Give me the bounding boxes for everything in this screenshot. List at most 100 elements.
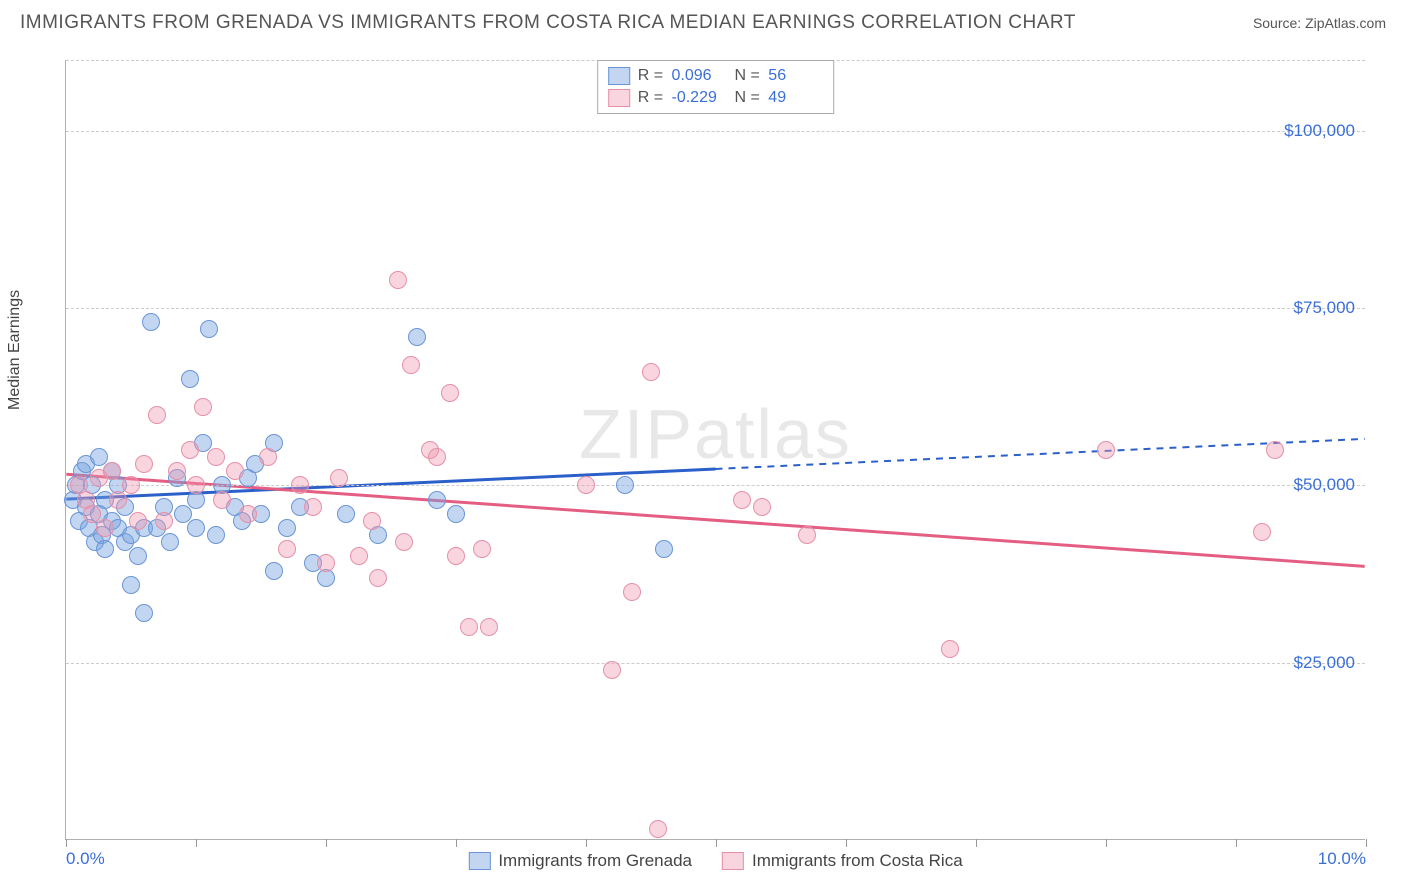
n-value: 56 xyxy=(768,67,823,85)
x-tick xyxy=(586,839,587,847)
data-point-costarica xyxy=(649,820,667,838)
data-point-costarica xyxy=(122,476,140,494)
data-point-costarica xyxy=(213,491,231,509)
data-point-costarica xyxy=(259,448,277,466)
data-point-grenada xyxy=(122,576,140,594)
x-tick xyxy=(716,839,717,847)
data-point-costarica xyxy=(1266,441,1284,459)
data-point-costarica xyxy=(1253,523,1271,541)
data-point-grenada xyxy=(135,604,153,622)
r-value: 0.096 xyxy=(672,67,727,85)
data-point-costarica xyxy=(291,476,309,494)
data-point-grenada xyxy=(129,547,147,565)
data-point-costarica xyxy=(168,462,186,480)
chart-title: IMMIGRANTS FROM GRENADA VS IMMIGRANTS FR… xyxy=(20,12,1076,34)
gridline xyxy=(66,308,1365,309)
data-point-grenada xyxy=(428,491,446,509)
x-tick-label: 0.0% xyxy=(66,849,105,869)
data-point-costarica xyxy=(1097,441,1115,459)
data-point-grenada xyxy=(408,328,426,346)
legend-swatch xyxy=(468,852,490,870)
data-point-costarica xyxy=(447,547,465,565)
data-point-costarica xyxy=(603,661,621,679)
x-tick xyxy=(846,839,847,847)
n-value: 49 xyxy=(768,89,823,107)
gridline xyxy=(66,663,1365,664)
legend-swatch xyxy=(608,67,630,85)
data-point-costarica xyxy=(187,476,205,494)
data-point-costarica xyxy=(194,398,212,416)
legend-swatch xyxy=(608,89,630,107)
source-label: Source: ZipAtlas.com xyxy=(1253,15,1386,31)
x-tick xyxy=(1106,839,1107,847)
watermark: ZIPatlas xyxy=(579,394,852,474)
data-point-costarica xyxy=(642,363,660,381)
x-tick xyxy=(456,839,457,847)
y-tick-label: $75,000 xyxy=(1294,298,1355,318)
data-point-grenada xyxy=(200,320,218,338)
data-point-grenada xyxy=(265,562,283,580)
data-point-costarica xyxy=(480,618,498,636)
data-point-costarica xyxy=(623,583,641,601)
data-point-costarica xyxy=(363,512,381,530)
data-point-grenada xyxy=(337,505,355,523)
x-tick xyxy=(1236,839,1237,847)
data-point-costarica xyxy=(441,384,459,402)
y-tick-label: $25,000 xyxy=(1294,653,1355,673)
legend-item-costarica: Immigrants from Costa Rica xyxy=(722,851,963,871)
data-point-costarica xyxy=(733,491,751,509)
legend-label: Immigrants from Grenada xyxy=(498,851,692,871)
y-tick-label: $100,000 xyxy=(1284,121,1355,141)
data-point-costarica xyxy=(103,462,121,480)
data-point-costarica xyxy=(389,271,407,289)
data-point-costarica xyxy=(941,640,959,658)
gridline xyxy=(66,485,1365,486)
data-point-grenada xyxy=(142,313,160,331)
data-point-costarica xyxy=(304,498,322,516)
gridline xyxy=(66,131,1365,132)
data-point-costarica xyxy=(350,547,368,565)
data-point-grenada xyxy=(278,519,296,537)
data-point-costarica xyxy=(109,491,127,509)
data-point-grenada xyxy=(655,540,673,558)
x-tick xyxy=(196,839,197,847)
legend-row-grenada: R = 0.096N = 56 xyxy=(604,65,828,87)
data-point-costarica xyxy=(753,498,771,516)
plot-region: ZIPatlas R = 0.096N = 56R = -0.229N = 49… xyxy=(65,60,1365,840)
data-point-costarica xyxy=(317,554,335,572)
data-point-grenada xyxy=(447,505,465,523)
data-point-costarica xyxy=(181,441,199,459)
data-point-grenada xyxy=(161,533,179,551)
data-point-grenada xyxy=(616,476,634,494)
data-point-costarica xyxy=(402,356,420,374)
data-point-costarica xyxy=(330,469,348,487)
data-point-costarica xyxy=(148,406,166,424)
y-tick-label: $50,000 xyxy=(1294,475,1355,495)
data-point-costarica xyxy=(96,519,114,537)
data-point-costarica xyxy=(428,448,446,466)
legend-label: Immigrants from Costa Rica xyxy=(752,851,963,871)
data-point-costarica xyxy=(135,455,153,473)
data-point-grenada xyxy=(181,370,199,388)
data-point-costarica xyxy=(226,462,244,480)
x-tick xyxy=(1366,839,1367,847)
data-point-costarica xyxy=(577,476,595,494)
data-point-costarica xyxy=(278,540,296,558)
legend-series: Immigrants from Grenada Immigrants from C… xyxy=(468,851,962,871)
data-point-grenada xyxy=(187,519,205,537)
data-point-costarica xyxy=(207,448,225,466)
data-point-grenada xyxy=(207,526,225,544)
legend-correlation: R = 0.096N = 56R = -0.229N = 49 xyxy=(597,60,835,114)
data-point-costarica xyxy=(395,533,413,551)
legend-item-grenada: Immigrants from Grenada xyxy=(468,851,692,871)
data-point-costarica xyxy=(155,512,173,530)
data-point-costarica xyxy=(798,526,816,544)
data-point-costarica xyxy=(239,505,257,523)
chart-area: Median Earnings ZIPatlas R = 0.096N = 56… xyxy=(20,50,1386,872)
legend-swatch xyxy=(722,852,744,870)
data-point-grenada xyxy=(96,540,114,558)
x-tick xyxy=(66,839,67,847)
legend-row-costarica: R = -0.229N = 49 xyxy=(604,87,828,109)
data-point-costarica xyxy=(369,569,387,587)
data-point-costarica xyxy=(129,512,147,530)
